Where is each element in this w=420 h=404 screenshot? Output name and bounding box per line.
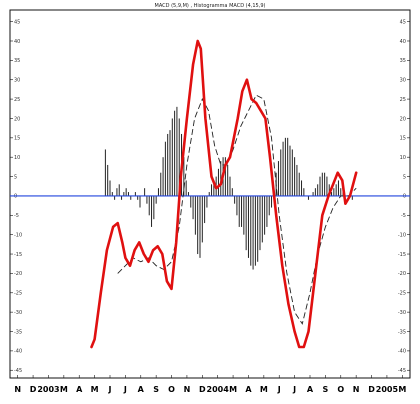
x-tick-label: S [153, 385, 159, 394]
x-tick-label: J [292, 385, 296, 394]
y-tick-label-left: -25 [14, 291, 22, 297]
y-tick-label-right: 10 [400, 155, 406, 161]
y-tick-label-right: -30 [398, 310, 406, 316]
x-tick-label: 2004 [207, 385, 230, 394]
y-tick-label-left: 5 [14, 174, 17, 180]
y-tick-label-right: 0 [403, 194, 406, 200]
x-tick-label: A [245, 385, 252, 394]
x-tick-label: M [229, 385, 237, 394]
macd-line [90, 39, 358, 349]
y-tick-label-left: 15 [14, 136, 20, 142]
y-tick-label-right: -45 [398, 368, 406, 374]
x-tick-label: M [60, 385, 68, 394]
x-tick-label: N [14, 385, 21, 394]
y-tick-label-left: -45 [14, 368, 22, 374]
x-tick-label: D [199, 385, 206, 394]
y-tick-label-left: -10 [14, 232, 22, 238]
x-tick-label: J [123, 385, 127, 394]
x-tick-label: M [91, 385, 99, 394]
y-tick-label-right: 5 [403, 174, 406, 180]
x-tick-label: A [138, 385, 145, 394]
y-tick-label-left: -35 [14, 329, 22, 335]
x-tick-label: N [353, 385, 360, 394]
x-tick-label: N [184, 385, 191, 394]
y-tick-label-left: 30 [14, 78, 20, 84]
y-tick-label-left: -15 [14, 252, 22, 258]
y-tick-label-left: 0 [14, 194, 17, 200]
y-tick-label-right: 15 [400, 136, 406, 142]
x-tick-label: J [108, 385, 112, 394]
y-tick-label-right: 45 [400, 19, 406, 25]
y-tick-label-left: -30 [14, 310, 22, 316]
y-tick-label-right: 40 [400, 39, 406, 45]
x-tick-label: D [30, 385, 37, 394]
y-tick-label-left: -5 [14, 213, 19, 219]
y-tick-label-right: -15 [398, 252, 406, 258]
y-tick-label-right: -40 [398, 349, 406, 355]
y-tick-label-left: -20 [14, 271, 22, 277]
y-tick-label-right: 35 [400, 58, 406, 64]
y-tick-label-right: 25 [400, 97, 406, 103]
x-tick-label: D [368, 385, 375, 394]
y-tick-label-left: 25 [14, 97, 20, 103]
y-tick-label-left: 20 [14, 116, 20, 122]
y-tick-label-right: 30 [400, 78, 406, 84]
signal-line [117, 94, 357, 325]
x-tick-label: 2003 [37, 385, 59, 394]
y-tick-label-left: 45 [14, 19, 20, 25]
x-tick-label: M [260, 385, 268, 394]
x-tick-label: 2005 [376, 385, 399, 394]
x-tick-label: A [307, 385, 314, 394]
y-tick-label-right: -5 [401, 213, 406, 219]
y-tick-label-left: 10 [14, 155, 20, 161]
x-tick-label: O [168, 385, 175, 394]
x-tick-label: M [398, 385, 406, 394]
x-axis: N D 2003 M A M J J A S O N D 2004 M A M J J A S O N D 2005 M [14, 375, 406, 394]
chart-title: MACD (5,9,M) , Histogramma MACD (4,15,9) [155, 3, 266, 9]
y-axis-left: 45 40 35 30 25 20 15 10 5 0 -5 -10 -15 -20 -25 -30 -35 -4… [10, 19, 22, 374]
x-tick-label: O [337, 385, 344, 394]
y-tick-label-right: 20 [400, 116, 406, 122]
y-tick-label-left: 40 [14, 39, 20, 45]
x-tick-label: A [76, 385, 83, 394]
x-tick-label: J [277, 385, 281, 394]
x-tick-label: S [323, 385, 329, 394]
y-tick-label-right: -10 [398, 232, 406, 238]
y-axis-right: 45 40 35 30 25 20 15 10 5 0 -5 -10 -15 -20 -25 -30 -35 -4… [398, 19, 410, 374]
y-tick-label-right: -20 [398, 271, 406, 277]
plot-frame [9, 9, 411, 379]
y-tick-label-right: -25 [398, 291, 406, 297]
y-tick-label-left: 35 [14, 58, 20, 64]
y-tick-label-left: -40 [14, 349, 22, 355]
y-tick-label-right: -35 [398, 329, 406, 335]
